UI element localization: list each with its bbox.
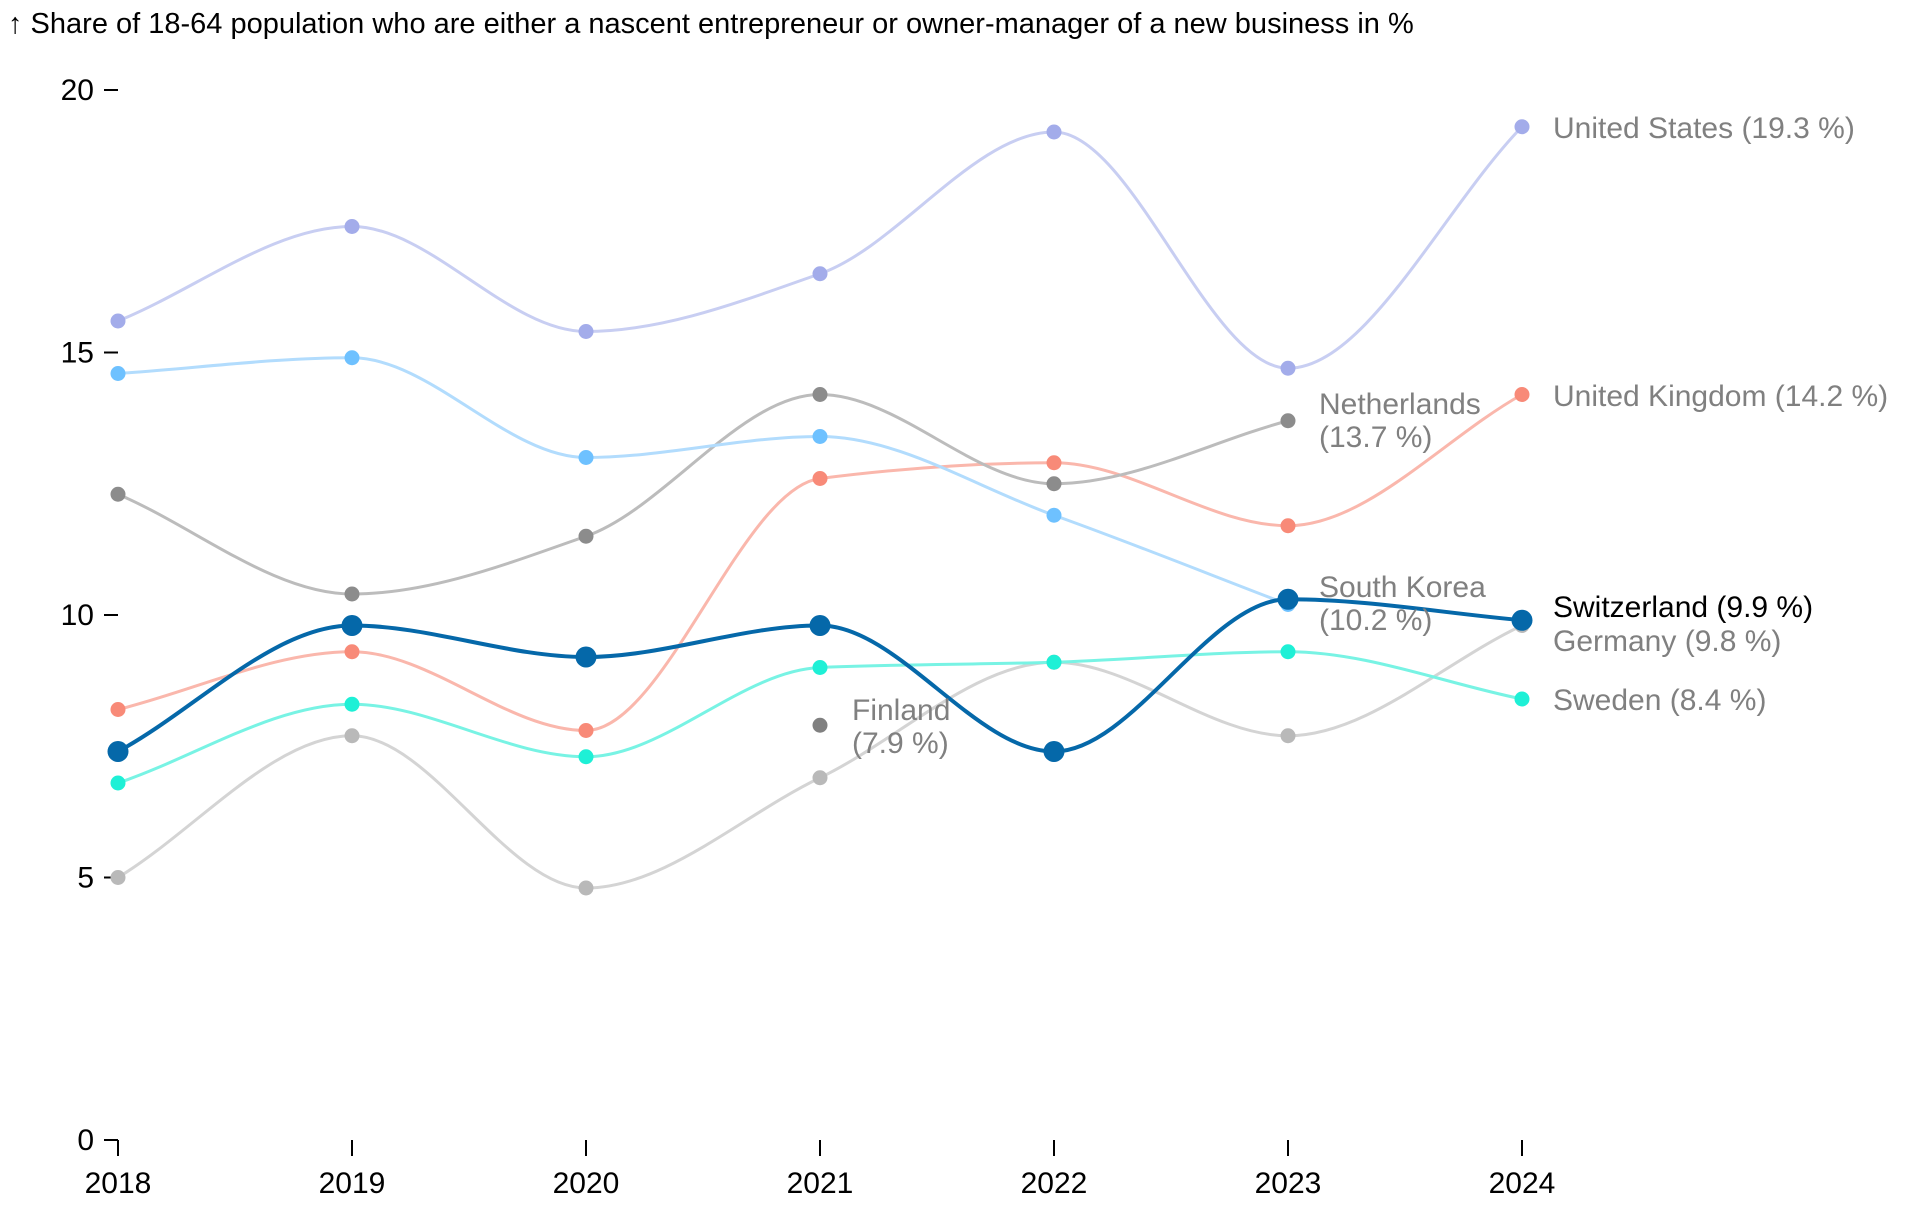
data-point-united-kingdom	[344, 644, 360, 660]
series-line-south-korea	[117, 356, 1289, 606]
data-point-germany	[578, 880, 594, 896]
data-point-netherlands	[812, 387, 828, 402]
data-point-netherlands	[1280, 413, 1296, 429]
data-point-south-korea	[578, 450, 594, 465]
data-point-netherlands	[578, 528, 594, 544]
series-label-germany: Germany (9.8 %)	[1553, 625, 1781, 658]
series-label-south-korea: (10.2 %)	[1319, 604, 1432, 637]
data-point-south-korea	[110, 366, 126, 381]
data-point-sweden	[110, 775, 126, 791]
series-label-netherlands: Netherlands	[1319, 388, 1481, 421]
series-line-united-states	[117, 125, 1524, 370]
x-tick-label: 2024	[1489, 1167, 1556, 1200]
y-tick-label: 10	[61, 599, 94, 632]
chart-title: ↑ Share of 18-64 population who are eith…	[8, 8, 1414, 40]
data-point-sweden	[344, 696, 360, 712]
data-point-sweden	[578, 749, 594, 765]
data-point-united-states	[1046, 124, 1062, 140]
data-point-united-kingdom	[1514, 387, 1530, 402]
data-point-united-states	[1514, 119, 1530, 135]
data-point-united-states	[110, 313, 126, 329]
series-label-sweden: Sweden (8.4 %)	[1553, 684, 1766, 717]
data-point-united-kingdom	[812, 471, 828, 486]
series-points	[107, 119, 1533, 896]
data-point-united-states	[812, 266, 828, 282]
data-point-sweden	[812, 660, 828, 675]
data-point-united-states	[344, 219, 360, 234]
data-point-germany	[1280, 728, 1296, 744]
y-tick-label: 15	[61, 337, 94, 370]
x-tick-label: 2020	[553, 1167, 620, 1200]
data-point-united-states	[1280, 360, 1296, 376]
data-point-sweden	[1046, 654, 1062, 670]
data-point-south-korea	[812, 429, 828, 444]
series-line-netherlands	[117, 392, 1289, 596]
data-point-netherlands	[1046, 476, 1062, 492]
data-point-germany	[110, 870, 126, 885]
data-point-south-korea	[344, 350, 360, 366]
data-point-netherlands	[344, 586, 360, 602]
data-point-germany	[812, 770, 828, 786]
y-tick-label: 20	[61, 74, 94, 107]
series-label-south-korea: South Korea	[1319, 571, 1486, 604]
series-label-united-states: United States (19.3 %)	[1553, 112, 1855, 145]
data-point-united-kingdom	[110, 702, 126, 717]
data-point-united-kingdom	[1046, 455, 1062, 471]
x-tick-label: 2023	[1255, 1167, 1322, 1200]
x-tick-label: 2022	[1021, 1167, 1088, 1200]
data-point-south-korea	[1046, 507, 1062, 523]
data-point-sweden	[1280, 644, 1296, 660]
data-point-switzerland	[1511, 609, 1533, 631]
data-point-switzerland	[575, 646, 597, 668]
series-label-finland: (7.9 %)	[852, 727, 949, 760]
data-point-switzerland	[107, 741, 129, 762]
series-labels: United States (19.3 %) United Kingdom (14…	[852, 112, 1888, 760]
data-point-netherlands	[110, 486, 126, 502]
data-point-switzerland	[809, 615, 831, 636]
x-tick-label: 2018	[85, 1167, 152, 1200]
data-point-germany	[344, 728, 360, 744]
series-label-netherlands: (13.7 %)	[1319, 421, 1432, 454]
data-point-united-kingdom	[1280, 518, 1296, 534]
series-label-finland: Finland	[852, 694, 950, 727]
series-label-united-kingdom: United Kingdom (14.2 %)	[1553, 380, 1888, 413]
data-point-finland	[812, 717, 828, 733]
data-point-switzerland	[341, 615, 363, 636]
data-point-united-states	[578, 324, 594, 339]
y-tick-label: 5	[77, 862, 94, 895]
series-label-switzerland: Switzerland (9.9 %)	[1553, 591, 1813, 624]
x-tick-label: 2021	[787, 1167, 854, 1200]
data-point-switzerland	[1277, 588, 1299, 610]
series-line-united-kingdom	[117, 393, 1523, 733]
y-tick-label: 0	[77, 1124, 94, 1157]
axes: 0 5 10 15 20 2018 2019 2020 2021 2022 2023 2024	[61, 74, 1556, 1200]
data-point-united-kingdom	[578, 723, 594, 738]
data-point-switzerland	[1043, 741, 1065, 762]
x-tick-label: 2019	[319, 1167, 386, 1200]
data-point-sweden	[1514, 691, 1530, 707]
